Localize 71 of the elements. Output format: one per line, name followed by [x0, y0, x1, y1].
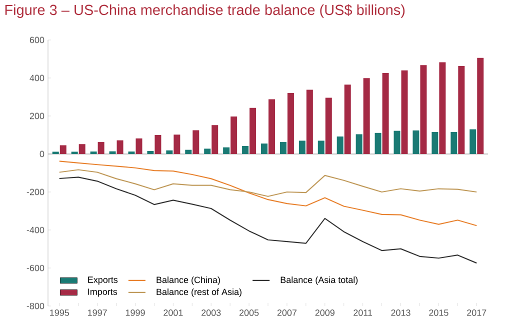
y-tick-label: -400: [26, 226, 44, 234]
bar: [336, 136, 344, 154]
bar: [268, 99, 276, 154]
bar: [136, 138, 142, 154]
x-tick-label: 2005: [239, 310, 259, 316]
bar: [230, 116, 238, 154]
bar: [477, 58, 484, 154]
chart-title: Figure 3 – US-China merchandise trade balance (US$ billions): [5, 4, 405, 18]
bar: [166, 150, 173, 154]
bar: [318, 140, 324, 154]
x-tick-label: 1995: [50, 310, 70, 316]
bar: [420, 65, 427, 154]
bar: [261, 144, 268, 154]
bar: [298, 140, 306, 154]
bar: [450, 132, 458, 154]
bar: [439, 62, 446, 154]
bar: [204, 148, 211, 154]
x-tick-label: 2001: [164, 310, 183, 316]
bar: [98, 142, 104, 154]
x-tick-label: 2009: [315, 310, 334, 316]
line-series: [58, 169, 478, 197]
bar: [116, 140, 124, 154]
legend-label: Balance (rest of Asia): [156, 288, 242, 297]
bar: [382, 73, 389, 154]
bar: [401, 70, 408, 154]
bar: [470, 129, 476, 154]
bar: [174, 134, 180, 154]
x-tick-label: 2015: [429, 310, 448, 316]
y-tick-label: 0: [40, 150, 44, 158]
line-series: [58, 160, 478, 226]
legend-label: Balance (Asia total): [280, 276, 358, 285]
y-tick-label: 400: [30, 74, 44, 82]
x-tick-label: 2007: [277, 310, 297, 316]
y-tick-label: -800: [26, 302, 44, 310]
bar: [325, 98, 332, 154]
bar: [250, 108, 256, 154]
bar: [223, 147, 230, 154]
x-tick-label: 2017: [467, 310, 486, 316]
x-tick-label: 2013: [391, 310, 410, 316]
legend-label: Exports: [88, 276, 118, 285]
bar: [458, 66, 465, 154]
y-tick-label: -600: [26, 264, 44, 272]
bar: [363, 78, 370, 154]
y-tick-label: -200: [26, 188, 44, 196]
bar: [154, 134, 162, 154]
x-tick-label: 2003: [202, 310, 221, 316]
x-tick-label: 1999: [126, 310, 145, 316]
x-tick-label: 2011: [354, 310, 372, 316]
bar: [185, 150, 192, 154]
bar: [212, 125, 218, 154]
bar: [192, 130, 200, 154]
bar: [280, 142, 286, 154]
bar: [432, 132, 438, 154]
bar: [109, 151, 116, 154]
bar: [344, 84, 351, 154]
bar: [287, 93, 294, 154]
line-series: [58, 176, 478, 264]
bar: [374, 132, 382, 154]
bar: [306, 90, 313, 154]
bar: [356, 134, 362, 154]
y-tick-label: 600: [30, 36, 44, 44]
bar: [60, 145, 66, 154]
x-tick-label: 1997: [88, 310, 107, 316]
legend-label: Balance (China): [156, 276, 220, 285]
legend-label: Imports: [88, 288, 118, 297]
bar: [242, 146, 249, 154]
bar: [394, 130, 400, 154]
bar: [147, 150, 154, 154]
bar: [412, 130, 420, 154]
bar: [78, 144, 86, 154]
y-tick-label: 200: [30, 112, 44, 120]
